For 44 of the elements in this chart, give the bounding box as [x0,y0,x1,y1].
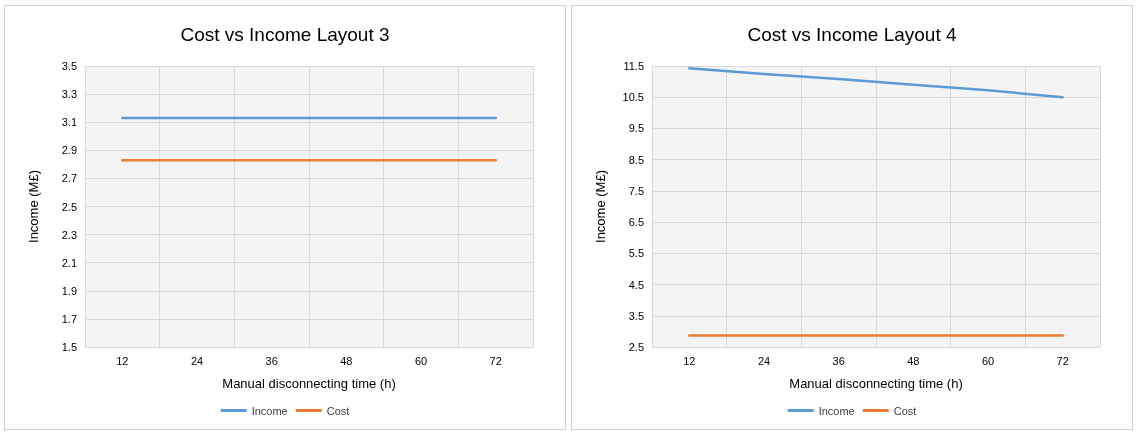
y-tick-label: 3.5 [628,309,644,322]
legend-label: Cost [326,404,350,417]
y-tick-label: 4.5 [628,278,644,291]
y-tick-label: 11.5 [623,60,644,72]
y-tick-label: 1.5 [61,341,77,353]
y-tick-label: 2.5 [628,341,644,353]
y-axis-title: Income (M£) [593,170,608,243]
y-tick-label: 10.5 [622,91,644,104]
y-tick-label: 3.1 [61,116,77,129]
y-axis-title: Income (M£) [26,170,41,243]
legend-label: Cost [893,404,917,417]
x-tick-label: 48 [907,354,920,367]
x-tick-label: 24 [757,354,771,367]
y-tick-label: 5.5 [628,247,644,260]
x-tick-label: 48 [340,354,353,367]
x-tick-label: 12 [683,354,696,367]
x-tick-label: 36 [265,354,278,367]
y-tick-label: 7.5 [628,184,644,197]
x-axis-title: Manual disconnecting time (h) [789,376,963,391]
y-tick-label: 3.5 [61,60,77,72]
x-tick-label: 72 [1056,354,1069,367]
x-tick-label: 24 [190,354,204,367]
y-tick-label: 1.9 [61,284,77,297]
x-tick-label: 60 [414,354,428,367]
y-tick-label: 2.7 [61,172,77,185]
line-series [688,66,1064,99]
y-tick-label: 2.5 [61,200,77,213]
y-tick-label: 1.7 [61,312,77,325]
x-tick-label: 12 [116,354,129,367]
x-axis-title: Manual disconnecting time (h) [222,376,396,391]
legend-label: Income [251,404,288,417]
x-tick-label: 36 [832,354,845,367]
y-tick-label: 2.3 [61,228,77,241]
chart-title: Cost vs Income Layout 4 [747,24,957,45]
x-tick-label: 72 [489,354,502,367]
y-tick-label: 3.3 [61,88,77,101]
legend-label: Income [818,404,855,417]
chart-title: Cost vs Income Layout 3 [180,24,390,45]
y-tick-label: 6.5 [628,216,644,229]
y-tick-label: 8.5 [628,153,644,166]
y-tick-label: 2.9 [61,144,77,157]
y-tick-label: 2.1 [61,256,77,269]
y-tick-label: 9.5 [628,122,644,135]
x-tick-label: 60 [981,354,995,367]
